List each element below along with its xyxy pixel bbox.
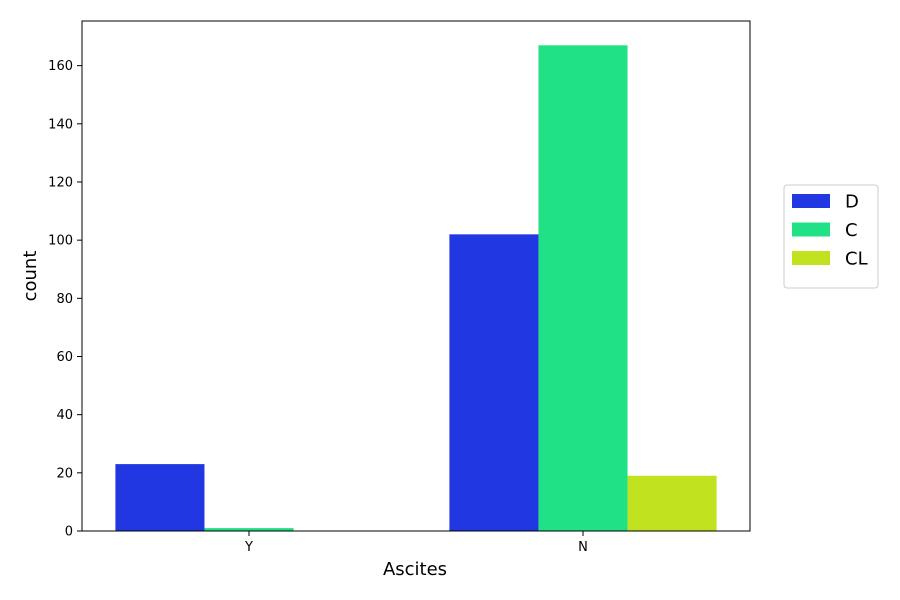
y-tick-label: 140 (48, 117, 73, 132)
legend-label-d: D (845, 192, 859, 213)
bar-c-n (538, 45, 628, 531)
y-tick-label: 100 (48, 234, 73, 249)
x-axis-label: Ascites (383, 559, 447, 580)
y-tick-label: 80 (56, 292, 73, 307)
bar-d-n (449, 234, 539, 531)
plot-area: Y N 0 20 40 60 80 100 120 140 160 (48, 20, 751, 555)
y-axis-label: count (20, 251, 41, 302)
bar-cl-n (627, 475, 717, 531)
y-tick-label: 120 (48, 175, 73, 190)
y-tick-label: 20 (56, 466, 73, 481)
y-tick-label: 160 (48, 59, 73, 74)
legend: DC CL (783, 184, 879, 289)
y-tick-label: 40 (56, 408, 73, 423)
y-tick-label: 0 (65, 525, 73, 540)
legend-swatch-d (792, 194, 830, 208)
x-tick-label: N (578, 540, 588, 555)
legend-label-cl: CL (845, 249, 868, 270)
y-tick-label: 60 (56, 350, 73, 365)
legend-label-c: C (845, 220, 858, 241)
bar-d-y (115, 464, 205, 531)
legend-swatch-cl (792, 251, 830, 265)
legend-swatch-c (792, 222, 830, 237)
bar-c-y (204, 528, 294, 531)
x-tick-label: Y (244, 540, 253, 555)
axes-frame (81, 20, 751, 532)
